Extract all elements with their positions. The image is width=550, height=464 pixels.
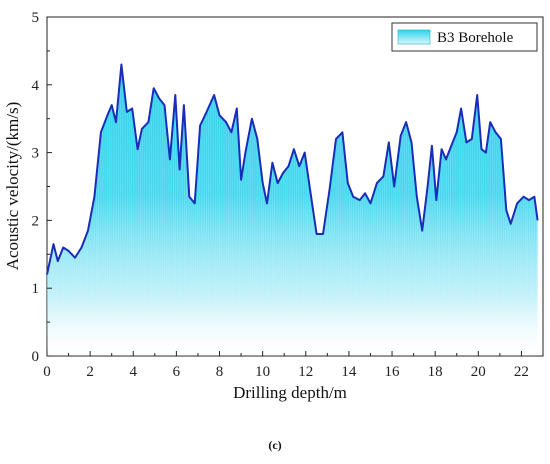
- y-tick-label-3: 3: [32, 146, 40, 162]
- series-area: [47, 64, 538, 356]
- y-tick-label-2: 2: [32, 213, 40, 229]
- x-tick-label-14: 14: [341, 364, 357, 380]
- y-tick-label-5: 5: [32, 10, 40, 26]
- legend: B3 Borehole: [391, 22, 538, 52]
- stripe-layer: [47, 74, 537, 321]
- legend-swatch: [397, 29, 431, 45]
- y-tick-label-1: 1: [32, 281, 40, 297]
- x-axis-title: Drilling depth/m: [233, 383, 347, 402]
- line-layer: [46, 63, 539, 275]
- y-tick-label-0: 0: [32, 349, 40, 365]
- x-tick-label-18: 18: [428, 364, 443, 380]
- x-tick-label-4: 4: [130, 364, 138, 380]
- x-tick-label-6: 6: [173, 364, 181, 380]
- x-tick-label-0: 0: [43, 364, 51, 380]
- y-tick-label-4: 4: [32, 78, 40, 94]
- x-tick-label-12: 12: [298, 364, 313, 380]
- x-tick-label-2: 2: [86, 364, 94, 380]
- area-layer: [47, 64, 538, 356]
- x-tick-label-8: 8: [216, 364, 224, 380]
- x-tick-label-20: 20: [471, 364, 486, 380]
- series-line: [46, 63, 539, 275]
- x-tick-label-16: 16: [385, 364, 401, 380]
- x-tick-label-10: 10: [255, 364, 270, 380]
- y-axis-title: Acoustic velocity/(km/s): [3, 102, 22, 271]
- panel-label: (c): [268, 438, 281, 452]
- x-tick-label-22: 22: [514, 364, 529, 380]
- legend-label: B3 Borehole: [437, 30, 514, 46]
